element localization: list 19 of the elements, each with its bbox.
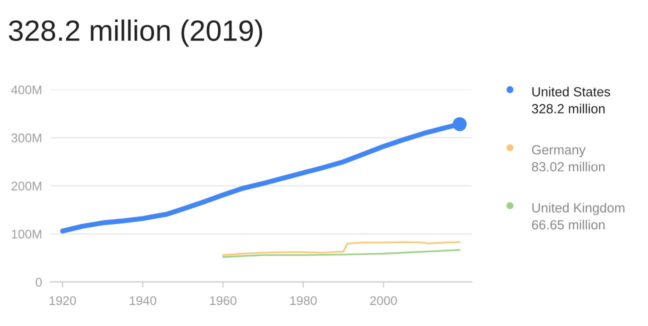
x-tick-label: 2000 (370, 296, 397, 306)
y-tick-label: 300M (11, 134, 42, 142)
x-tick-label: 1940 (130, 296, 156, 306)
text: 328.2 million (532, 104, 605, 114)
legend-label: United States (532, 86, 610, 96)
legend-label: Germany (532, 145, 586, 158)
x-tick-label: 1920 (50, 296, 76, 306)
text: 83.02 million (532, 162, 605, 172)
line-series (222, 249, 461, 258)
line-series (222, 241, 461, 256)
text: 66.65 million (532, 220, 605, 230)
chart-title: 328.2 million (2019) (8, 20, 262, 47)
legend-label: United Kingdom (532, 202, 624, 216)
x-tick-label: 1980 (290, 296, 317, 306)
y-tick-label: 100M (12, 230, 42, 239)
y-tick-label: 0 (36, 278, 42, 287)
y-tick-label: 400M (11, 85, 42, 94)
x-tick-label: 1960 (210, 296, 236, 306)
y-tick-label: 200M (12, 182, 42, 190)
